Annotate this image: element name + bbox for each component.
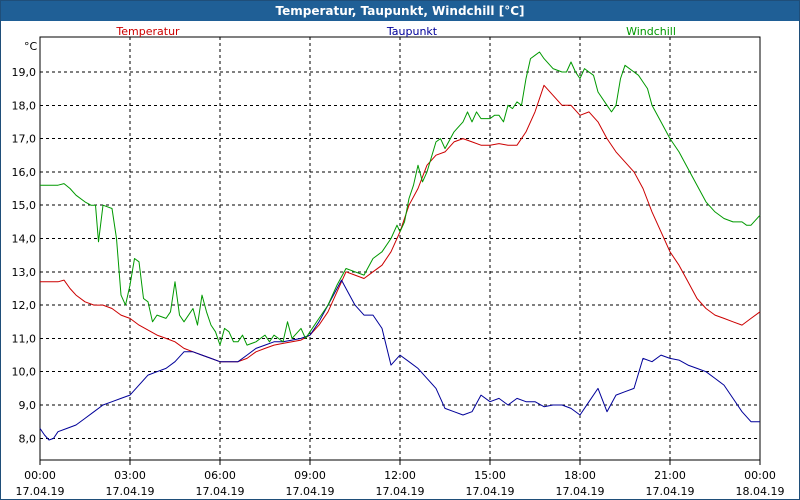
x-tick-time: 12:00 — [384, 469, 416, 482]
y-tick-label: 19,0 — [12, 66, 37, 79]
y-tick-label: 9,0 — [19, 399, 37, 412]
y-tick-label: 15,0 — [12, 199, 37, 212]
y-axis-unit: °C — [24, 40, 38, 53]
x-tick-date: 17.04.19 — [466, 485, 515, 498]
x-tick-time: 06:00 — [204, 469, 236, 482]
x-tick-date: 17.04.19 — [646, 485, 695, 498]
x-tick-time: 15:00 — [474, 469, 506, 482]
x-tick-time: 00:00 — [744, 469, 776, 482]
x-tick-date: 17.04.19 — [196, 485, 245, 498]
y-tick-label: 14,0 — [12, 233, 37, 246]
y-tick-label: 13,0 — [12, 266, 37, 279]
y-tick-label: 16,0 — [12, 166, 37, 179]
x-tick-time: 00:00 — [24, 469, 56, 482]
series-lines — [39, 51, 761, 441]
legend: Temperatur Taupunkt Windchill — [115, 25, 676, 38]
y-tick-label: 11,0 — [12, 332, 37, 345]
chart-title: Temperatur, Taupunkt, Windchill [°C] — [1, 1, 799, 21]
y-tick-label: 12,0 — [12, 299, 37, 312]
x-tick-time: 03:00 — [114, 469, 146, 482]
legend-entry-temperatur: Temperatur — [115, 25, 180, 38]
x-tick-date: 17.04.19 — [286, 485, 335, 498]
series-line-windchill — [40, 51, 761, 346]
y-tick-labels: 8,0 9,0 10,0 11,0 12,0 13,0 14,0 15,0 16,0 17,0 18… — [12, 66, 37, 445]
x-tick-date: 17.04.19 — [106, 485, 155, 498]
legend-entry-windchill: Windchill — [626, 25, 676, 38]
y-tick-label: 8,0 — [19, 432, 37, 445]
x-tick-date: 17.04.19 — [556, 485, 605, 498]
legend-entry-taupunkt: Taupunkt — [386, 25, 438, 38]
grid-lines — [40, 37, 760, 460]
x-tick-date: 17.04.19 — [376, 485, 425, 498]
plot-axes — [39, 36, 761, 465]
x-tick-time: 09:00 — [294, 469, 326, 482]
series-line-taupunkt — [39, 279, 760, 441]
x-tick-time: 18:00 — [564, 469, 596, 482]
y-tick-label: 18,0 — [12, 99, 37, 112]
y-tick-label: 10,0 — [12, 366, 37, 379]
y-tick-label: 17,0 — [12, 133, 37, 146]
x-tick-labels: 00:00 17.04.19 03:00 17.04.19 06:00 17.04.19 0… — [16, 469, 785, 498]
x-tick-time: 21:00 — [654, 469, 686, 482]
x-tick-date: 17.04.19 — [16, 485, 65, 498]
x-tick-date: 18.04.19 — [736, 485, 785, 498]
